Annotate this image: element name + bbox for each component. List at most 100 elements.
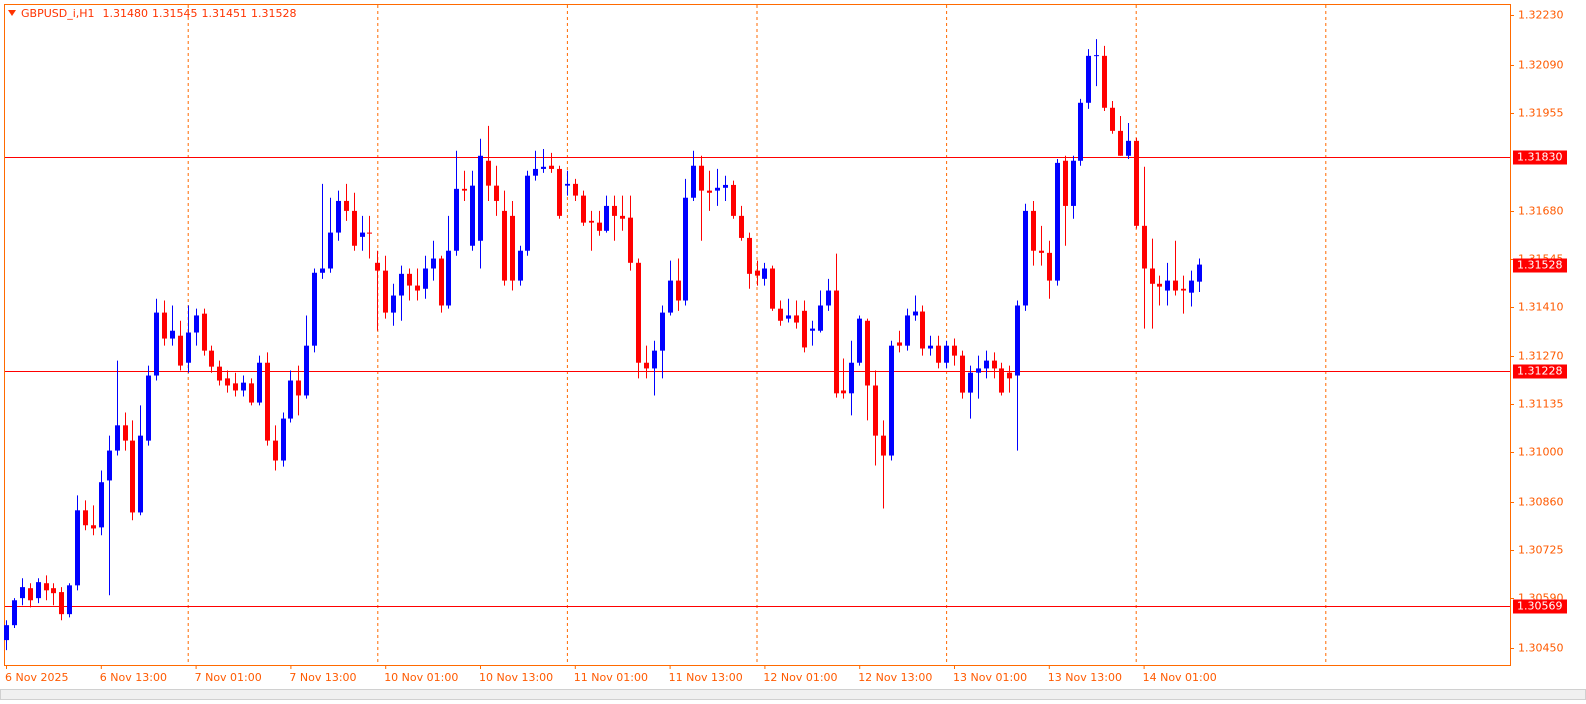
candle-body — [1126, 140, 1131, 156]
candle-body — [723, 184, 728, 188]
candle-body — [304, 345, 309, 396]
candle-body — [320, 268, 325, 273]
candle-body — [1047, 252, 1052, 281]
candle-body — [336, 200, 341, 233]
candle-body — [1094, 55, 1099, 57]
candle-body — [123, 425, 128, 441]
x-tick-label: 11 Nov 01:00 — [574, 671, 648, 684]
candle-body — [36, 582, 41, 599]
y-tick-label: 1.30450 — [1518, 642, 1564, 655]
status-strip — [0, 689, 1586, 700]
y-tick-label: 1.31680 — [1518, 205, 1564, 218]
candle-body — [146, 375, 151, 441]
candle-body — [170, 330, 175, 339]
candle-body — [597, 222, 602, 231]
candle-body — [1015, 305, 1020, 376]
candle-body — [209, 350, 214, 367]
candle-body — [51, 588, 56, 594]
x-tick-label: 11 Nov 13:00 — [669, 671, 743, 684]
x-tick-label: 13 Nov 01:00 — [953, 671, 1027, 684]
candle-body — [1055, 162, 1060, 281]
candle-body — [525, 175, 530, 251]
candle-body — [755, 270, 760, 276]
candle-body — [130, 440, 135, 513]
candle-body — [233, 383, 238, 391]
candle-body — [857, 318, 862, 363]
candle-body — [186, 332, 191, 363]
level-label-box — [1513, 599, 1567, 614]
candle-body — [683, 197, 688, 301]
candle-body — [794, 315, 799, 323]
candle-body — [691, 165, 696, 198]
candle-body — [202, 313, 207, 351]
candle-body — [944, 345, 949, 363]
candle-body — [549, 165, 554, 169]
collapse-arrow[interactable] — [8, 10, 16, 16]
candle-body — [1134, 140, 1139, 226]
candle-body — [399, 273, 404, 296]
candle-body — [1102, 55, 1107, 108]
candle-body — [383, 270, 388, 313]
candle-body — [225, 378, 230, 386]
candle-body — [841, 390, 846, 394]
plot-frame — [4, 4, 1511, 666]
level-label: 1.31228 — [1517, 365, 1563, 378]
candle-body — [644, 362, 649, 369]
candle-body — [762, 268, 767, 279]
level-label: 1.30569 — [1517, 600, 1563, 613]
candle-body — [881, 435, 886, 456]
candle-body — [328, 232, 333, 269]
candle-body — [652, 350, 657, 369]
candle-body — [1039, 250, 1044, 253]
candle-body — [810, 328, 815, 331]
candle-body — [897, 342, 902, 346]
candle-body — [1150, 268, 1155, 284]
x-tick-label: 13 Nov 13:00 — [1048, 671, 1122, 684]
candle-body — [676, 280, 681, 301]
candle-body — [999, 368, 1004, 393]
candle-body — [28, 588, 33, 601]
candle-body — [510, 215, 515, 281]
candle-body — [778, 308, 783, 321]
candle-body — [375, 262, 380, 271]
candle-body — [976, 368, 981, 373]
candle-body — [1197, 264, 1202, 282]
candle-body — [462, 188, 467, 191]
candle-body — [312, 272, 317, 346]
candle-body — [533, 168, 538, 176]
candle-body — [194, 315, 199, 333]
candle-body — [1118, 130, 1123, 156]
candle-body — [91, 525, 96, 529]
candle-body — [1071, 160, 1076, 206]
level-label-box — [1513, 150, 1567, 165]
candle-body — [257, 362, 262, 403]
candle-body — [12, 600, 17, 626]
candle-body — [668, 280, 673, 313]
y-tick-label: 1.31135 — [1518, 398, 1564, 411]
candle-body — [1142, 225, 1147, 269]
candle-body — [905, 315, 910, 346]
candle-body — [296, 380, 301, 396]
candle-body — [107, 450, 112, 481]
chart-header: GBPUSD_i,H1 1.31480 1.31545 1.31451 1.31528 — [21, 7, 297, 20]
open-label: 1.31480 — [103, 7, 149, 20]
candle-body — [360, 232, 365, 237]
candle-body — [249, 383, 254, 403]
candle-body — [612, 205, 617, 216]
candle-body — [44, 583, 49, 591]
candle-body — [162, 312, 167, 339]
high-label: 1.31545 — [152, 7, 198, 20]
low-label: 1.31451 — [202, 7, 248, 20]
candle-body — [541, 166, 546, 169]
candle-body — [873, 385, 878, 436]
candle-body — [494, 185, 499, 201]
candle-body — [1023, 210, 1028, 306]
candle-body — [928, 345, 933, 349]
candle-body — [818, 305, 823, 331]
y-tick-label: 1.31000 — [1518, 446, 1564, 459]
price-label: 1.31528 — [1517, 259, 1563, 272]
candle-body — [1007, 372, 1012, 379]
candle-body — [565, 183, 570, 186]
